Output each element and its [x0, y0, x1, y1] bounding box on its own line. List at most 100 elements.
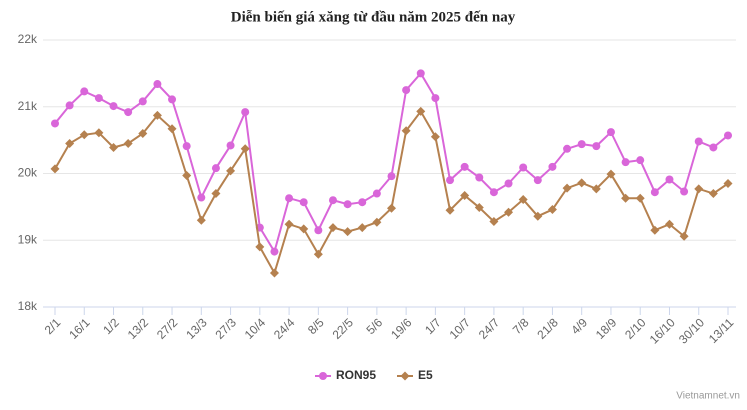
point — [285, 194, 294, 203]
point — [124, 108, 133, 117]
point — [709, 143, 718, 152]
legend-item: RON95 — [315, 368, 376, 382]
point — [211, 164, 220, 173]
point — [577, 140, 586, 149]
x-tick-label: 10/4 — [242, 315, 269, 342]
point — [679, 231, 689, 241]
x-tick-label: 7/8 — [510, 315, 532, 337]
point — [343, 227, 353, 237]
x-tick-label: 1/7 — [422, 315, 444, 337]
point — [474, 203, 484, 213]
point — [547, 205, 557, 215]
point — [358, 198, 367, 207]
point — [680, 187, 689, 196]
x-tick-label: 8/5 — [305, 315, 327, 337]
x-tick-label: 30/10 — [676, 315, 707, 346]
point — [431, 94, 440, 103]
point — [416, 106, 426, 116]
point — [372, 217, 382, 227]
point — [519, 163, 528, 172]
point — [328, 223, 338, 233]
point — [255, 242, 265, 252]
point — [665, 175, 674, 184]
point — [226, 166, 236, 176]
x-tick-label: 27/2 — [154, 315, 181, 342]
point — [357, 223, 367, 233]
point — [284, 219, 294, 229]
point — [489, 217, 499, 227]
point — [211, 189, 221, 199]
point — [723, 179, 733, 189]
point — [708, 189, 718, 199]
point — [80, 87, 89, 96]
x-tick-label: 24/7 — [476, 315, 503, 342]
x-tick-label: 13/3 — [183, 315, 210, 342]
point — [270, 247, 279, 256]
point — [153, 80, 162, 89]
point — [152, 110, 162, 120]
point — [109, 142, 119, 152]
point — [548, 162, 557, 171]
x-tick-label: 21/8 — [534, 315, 561, 342]
point — [606, 128, 615, 137]
point — [460, 162, 469, 171]
x-tick-label: 24/4 — [271, 315, 298, 342]
point — [343, 200, 352, 209]
point — [138, 97, 147, 106]
x-tick-label: 13/2 — [125, 315, 152, 342]
point — [533, 211, 543, 221]
point — [445, 205, 455, 215]
point — [724, 131, 732, 140]
point — [79, 130, 89, 140]
point — [533, 176, 542, 185]
point — [50, 164, 60, 174]
point — [518, 195, 528, 205]
point — [489, 188, 498, 197]
point — [182, 142, 191, 151]
point — [504, 179, 513, 188]
point — [299, 198, 308, 207]
point — [636, 156, 645, 165]
point — [416, 69, 425, 78]
chart-title: Diễn biến giá xăng từ đầu năm 2025 đến n… — [231, 9, 516, 25]
point — [694, 137, 703, 146]
point — [241, 108, 250, 117]
point — [401, 126, 411, 136]
point — [65, 138, 75, 148]
point — [387, 203, 396, 213]
point — [621, 158, 630, 167]
legend-label: RON95 — [336, 368, 376, 382]
legend-symbol — [400, 371, 410, 381]
point — [563, 144, 572, 153]
point — [168, 95, 177, 104]
point — [621, 193, 631, 203]
point — [94, 94, 103, 103]
point — [402, 86, 411, 95]
x-tick-label: 19/6 — [388, 315, 415, 342]
point — [226, 141, 235, 150]
point — [606, 169, 616, 179]
point — [591, 184, 601, 194]
y-tick-label: 22k — [18, 32, 38, 46]
point — [650, 225, 660, 235]
y-tick-label: 18k — [18, 299, 38, 313]
x-tick-label: 27/3 — [213, 315, 240, 342]
x-tick-label: 22/5 — [330, 315, 357, 342]
point — [475, 173, 484, 182]
point — [577, 178, 587, 188]
point — [562, 183, 572, 193]
x-tick-label: 1/2 — [100, 315, 122, 337]
x-tick-label: 4/9 — [568, 315, 590, 337]
point — [65, 101, 74, 110]
point — [269, 268, 279, 278]
point — [446, 176, 455, 185]
y-tick-label: 20k — [18, 166, 38, 180]
point — [664, 219, 674, 229]
x-tick-label: 13/11 — [706, 315, 737, 346]
point — [197, 193, 206, 202]
point — [694, 184, 704, 194]
x-tick-label: 2/10 — [622, 315, 649, 342]
point — [328, 196, 337, 205]
point — [94, 128, 104, 138]
x-tick-label: 5/6 — [364, 315, 386, 337]
